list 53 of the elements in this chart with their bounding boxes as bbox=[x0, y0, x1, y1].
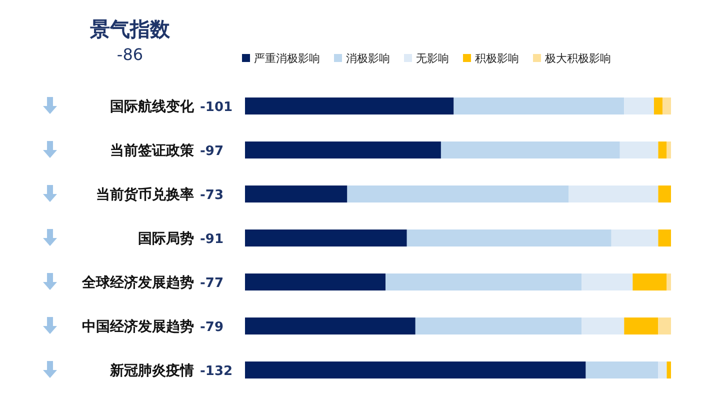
bar bbox=[245, 142, 441, 158]
bar bbox=[347, 186, 569, 202]
y-tick-label: 当前签证政策 bbox=[110, 143, 195, 159]
bar bbox=[658, 362, 667, 378]
legend-label: 消极影响 bbox=[346, 52, 390, 65]
bar bbox=[406, 230, 612, 246]
y-tick-label: 国际局势 bbox=[138, 231, 194, 247]
bar bbox=[611, 230, 658, 246]
bar bbox=[658, 186, 671, 202]
text: -91 bbox=[200, 232, 224, 247]
bar bbox=[568, 186, 658, 202]
legend-label: 极大积极影响 bbox=[544, 52, 611, 65]
bar bbox=[586, 362, 658, 378]
bar bbox=[245, 318, 416, 334]
bar bbox=[658, 230, 671, 246]
bar bbox=[454, 98, 624, 114]
bar bbox=[582, 318, 624, 334]
bar bbox=[658, 318, 671, 334]
bar bbox=[666, 274, 671, 290]
bar bbox=[245, 362, 586, 378]
bar bbox=[620, 142, 658, 158]
y-tick-label: 全球经济发展趋势 bbox=[81, 274, 194, 291]
text: -101 bbox=[200, 100, 233, 115]
bar bbox=[662, 98, 671, 114]
y-tick-label: 新冠肺炎疫情 bbox=[109, 362, 194, 379]
y-tick-label: 中国经济发展趋势 bbox=[82, 318, 194, 335]
bar bbox=[658, 142, 667, 158]
bar bbox=[386, 274, 582, 290]
text: -77 bbox=[200, 276, 224, 291]
text: -73 bbox=[200, 188, 224, 203]
bar bbox=[666, 142, 671, 158]
bar bbox=[415, 318, 582, 334]
text: -132 bbox=[200, 364, 233, 379]
legend-label: 积极影响 bbox=[475, 52, 519, 65]
y-tick-label: 当前货币兑换率 bbox=[96, 186, 194, 203]
bar bbox=[624, 98, 654, 114]
bar bbox=[632, 274, 667, 290]
bar bbox=[666, 362, 671, 378]
bar bbox=[582, 274, 633, 290]
bar bbox=[624, 318, 658, 334]
chart-title: 景气指数 bbox=[89, 17, 171, 41]
legend-label: 无影响 bbox=[416, 52, 449, 65]
legend-label: 严重消极影响 bbox=[254, 52, 320, 65]
bar bbox=[654, 98, 662, 114]
text: -97 bbox=[200, 144, 224, 159]
text: -79 bbox=[200, 320, 224, 335]
bar bbox=[245, 186, 348, 202]
bar bbox=[245, 98, 454, 114]
bar bbox=[245, 274, 386, 290]
bar bbox=[440, 142, 620, 158]
bar bbox=[245, 230, 407, 246]
y-tick-label: 国际航线变化 bbox=[110, 98, 195, 115]
chart-subtitle: -86 bbox=[116, 45, 144, 64]
